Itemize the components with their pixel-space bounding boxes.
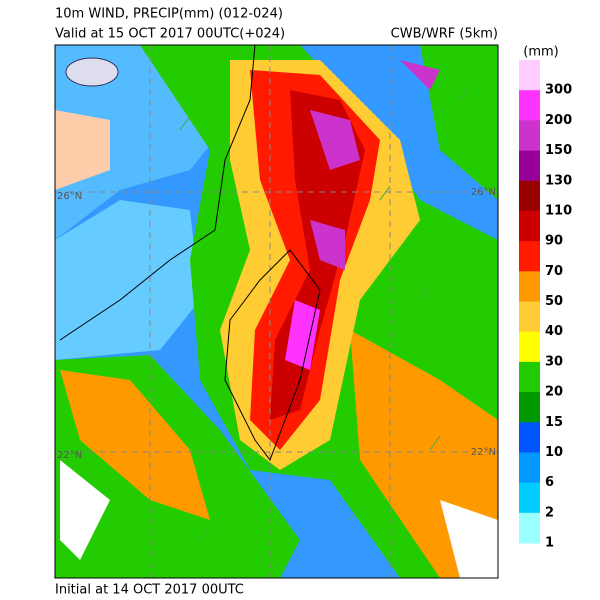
legend-label: 10 (545, 445, 563, 460)
legend-swatch (519, 301, 540, 333)
legend-label: 300 (545, 83, 572, 98)
legend-swatch (519, 482, 540, 514)
legend-swatch (519, 452, 540, 484)
legend-swatch (519, 512, 540, 544)
legend-swatch (519, 120, 540, 152)
legend-label: 40 (545, 324, 563, 339)
model-name: CWB/WRF (5km) (391, 27, 498, 42)
initial-time: Initial at 14 OCT 2017 00UTC (55, 583, 244, 598)
lat-label: 26°N (471, 187, 496, 198)
legend-label: 50 (545, 294, 563, 309)
legend-swatch (519, 60, 540, 91)
lat-label: 22°N (471, 447, 496, 458)
color-legend: 300 200 150 130 110 90 70 50 40 30 20 15 10 6 2 1 (519, 60, 572, 551)
legend-label: 150 (545, 143, 572, 158)
legend-label: 30 (545, 354, 563, 369)
legend-label: 90 (545, 234, 563, 249)
legend-label: 20 (545, 385, 563, 400)
legend-swatch (519, 392, 540, 423)
legend-swatch (519, 331, 540, 363)
legend-label: 130 (545, 173, 572, 188)
legend-swatch (519, 180, 540, 212)
lat-label: 26°N (57, 191, 82, 202)
legend-label: 6 (545, 475, 554, 490)
legend-swatch (519, 210, 540, 242)
legend-label: 110 (545, 203, 572, 218)
legend-swatch (519, 90, 540, 121)
legend-swatch (519, 271, 540, 302)
legend-swatch (519, 241, 540, 272)
legend-label: 70 (545, 264, 563, 279)
legend-label: 2 (545, 505, 554, 520)
legend-label: 15 (545, 415, 563, 430)
map-frame (54, 44, 499, 579)
title: 10m WIND, PRECIP(mm) (012-024) (55, 7, 283, 22)
legend-swatch (519, 150, 540, 182)
legend-swatch (519, 361, 540, 393)
logo (65, 57, 119, 87)
legend-label: 200 (545, 113, 572, 128)
precip-map: 26°N 26°N 22°N 22°N (55, 45, 498, 578)
legend-label: 1 (545, 536, 554, 551)
legend-unit: (mm) (523, 45, 558, 60)
valid-time: Valid at 15 OCT 2017 00UTC(+024) (55, 27, 285, 42)
legend-swatch (519, 422, 540, 453)
lat-label: 22°N (57, 450, 82, 461)
